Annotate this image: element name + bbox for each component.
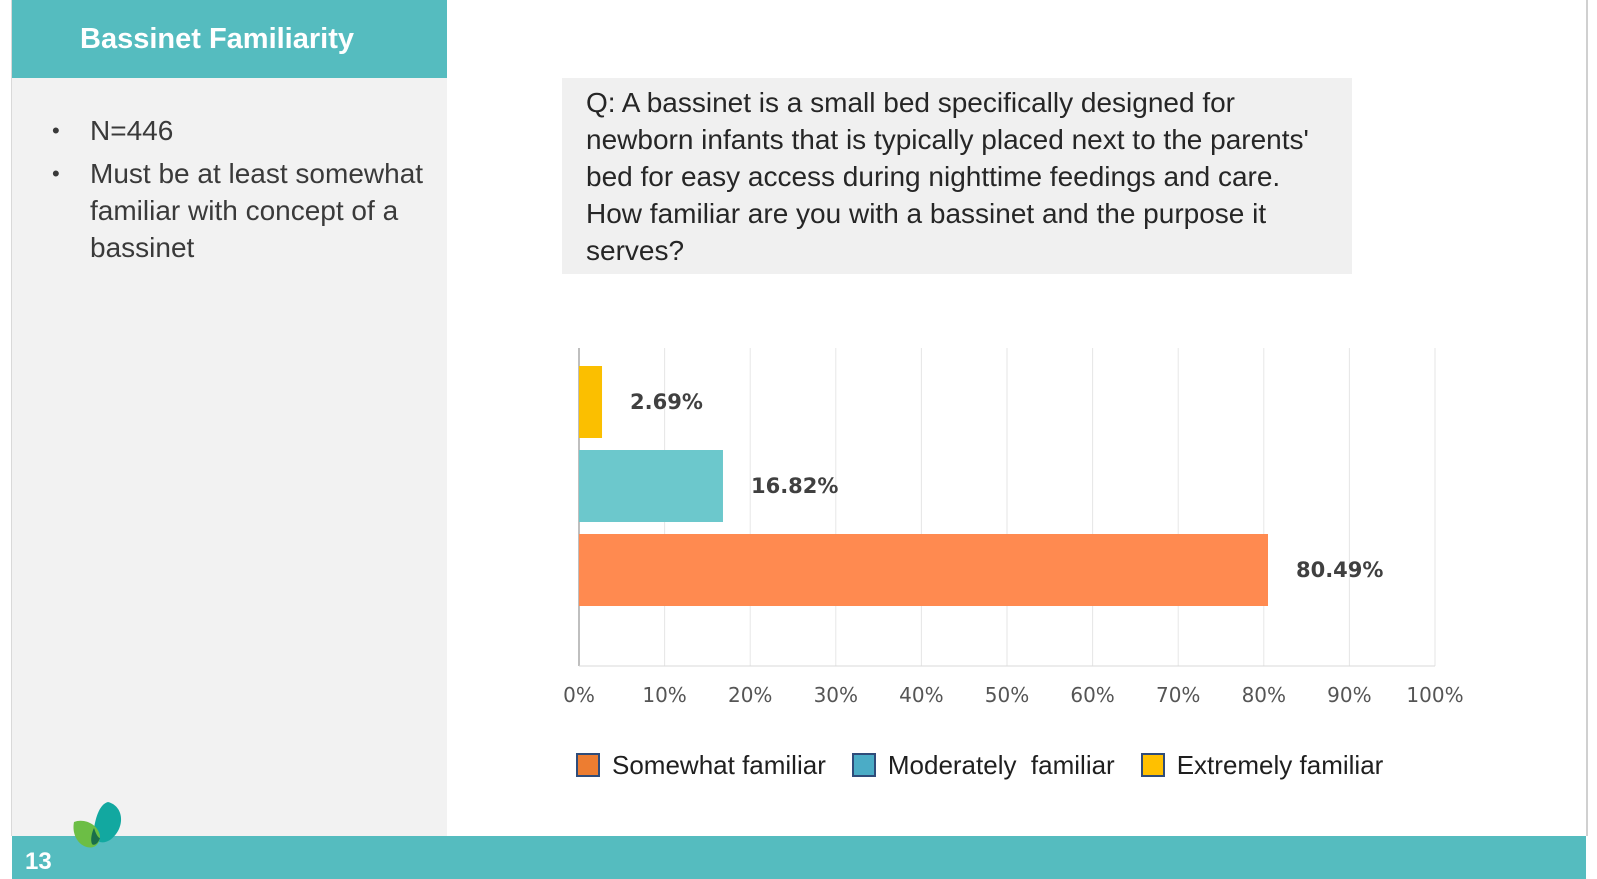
brand-logo-icon [73, 802, 122, 848]
x-tick-label: 80% [1242, 683, 1286, 707]
x-tick-label: 100% [1406, 683, 1463, 707]
bullet-sample-size: N=446 [50, 112, 430, 149]
legend-label-extremely: Extremely familiar [1176, 749, 1384, 780]
legend-item-extremely: Extremely familiar [1140, 749, 1384, 781]
legend-label-moderately: Moderately familiar [887, 749, 1115, 780]
x-tick-label: 40% [899, 683, 943, 707]
x-tick-label: 30% [814, 683, 858, 707]
bar [579, 366, 603, 438]
x-tick-label: 90% [1327, 683, 1371, 707]
x-tick-label: 20% [728, 683, 772, 707]
footer-bar [12, 836, 1586, 879]
legend-item-somewhat: Somewhat familiar [576, 750, 826, 781]
bar [579, 534, 1268, 606]
x-tick-label: 10% [642, 683, 686, 707]
bar-value-label: 2.69% [630, 390, 703, 414]
bullet-list: N=446 Must be at least somewhat familiar… [50, 112, 430, 272]
title-bar: Bassinet Familiarity [12, 0, 447, 78]
bar [579, 450, 723, 522]
slide-left-border [0, 0, 12, 836]
x-tick-label: 50% [985, 683, 1029, 707]
legend-label-somewhat: Somewhat familiar [612, 749, 826, 780]
question-box: Q: A bassinet is a small bed specificall… [562, 78, 1352, 274]
chart-legend: Somewhat familiar Moderately familiar Ex… [576, 745, 1409, 785]
legend-swatch-extremely [1140, 753, 1165, 777]
x-tick-label: 60% [1070, 683, 1114, 707]
x-tick-label: 70% [1156, 683, 1200, 707]
bar-value-label: 16.82% [751, 474, 838, 498]
legend-swatch-moderately [851, 753, 876, 777]
x-tick-label: 0% [563, 683, 595, 707]
legend-swatch-somewhat [576, 753, 600, 777]
slide-right-edge [1586, 0, 1588, 836]
legend-item-moderately: Moderately familiar [851, 749, 1115, 781]
page-number: 13 [25, 848, 52, 875]
bullet-criteria: Must be at least somewhat familiar with … [50, 155, 430, 266]
slide-title: Bassinet Familiarity [80, 22, 354, 55]
bar-value-label: 80.49% [1296, 558, 1383, 582]
question-text: Q: A bassinet is a small bed specificall… [586, 87, 1309, 266]
